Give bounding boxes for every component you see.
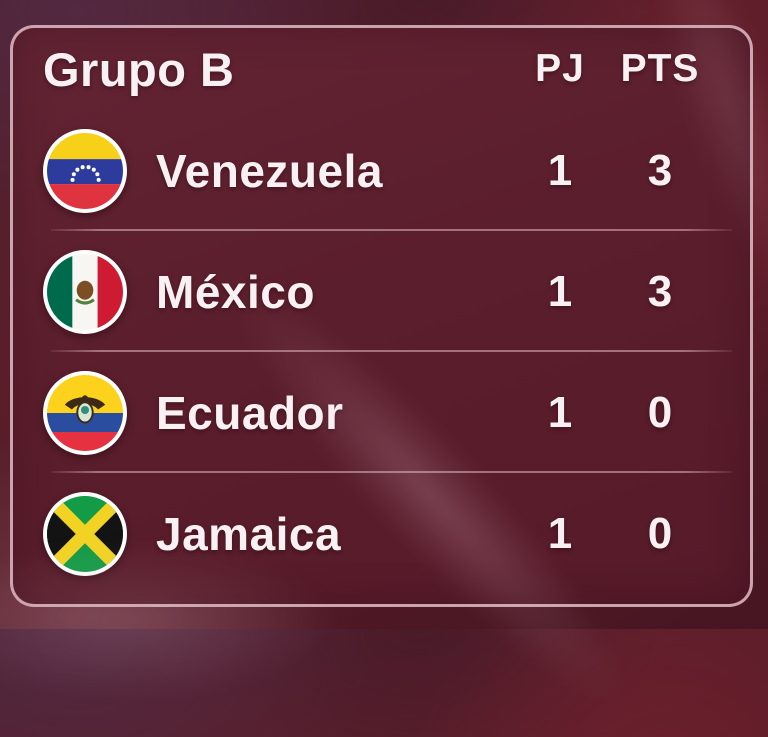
team-pts: 0	[647, 508, 673, 558]
mexico-flag-icon	[43, 249, 127, 334]
team-pj: 1	[547, 145, 573, 195]
column-header-pj: PJ	[535, 47, 585, 90]
jamaica-flag-icon	[43, 491, 127, 576]
team-pts: 3	[647, 145, 673, 195]
ecuador-flag-icon	[43, 370, 127, 455]
team-pj: 1	[547, 266, 573, 316]
table-row-ecuador: Ecuador 1 0	[13, 352, 750, 473]
team-pts: 3	[647, 266, 673, 316]
team-name: Venezuela	[156, 144, 383, 197]
team-pj: 1	[547, 387, 573, 437]
team-pts: 0	[647, 387, 673, 437]
table-row-jamaica: Jamaica 1 0	[13, 473, 750, 594]
table-row-venezuela: Venezuela 1 3	[13, 110, 750, 231]
group-title: Grupo B	[43, 42, 235, 96]
team-name: Ecuador	[156, 386, 344, 439]
column-header-pts: PTS	[620, 47, 700, 90]
venezuela-flag-icon	[43, 128, 127, 213]
table-row-mexico: México 1 3	[13, 231, 750, 352]
group-standings-card: Grupo B PJ PTS Venezu	[10, 25, 753, 607]
team-pj: 1	[547, 508, 573, 558]
team-name: México	[156, 265, 315, 318]
team-name: Jamaica	[156, 507, 342, 560]
standings-header: Grupo B PJ PTS	[13, 28, 750, 110]
